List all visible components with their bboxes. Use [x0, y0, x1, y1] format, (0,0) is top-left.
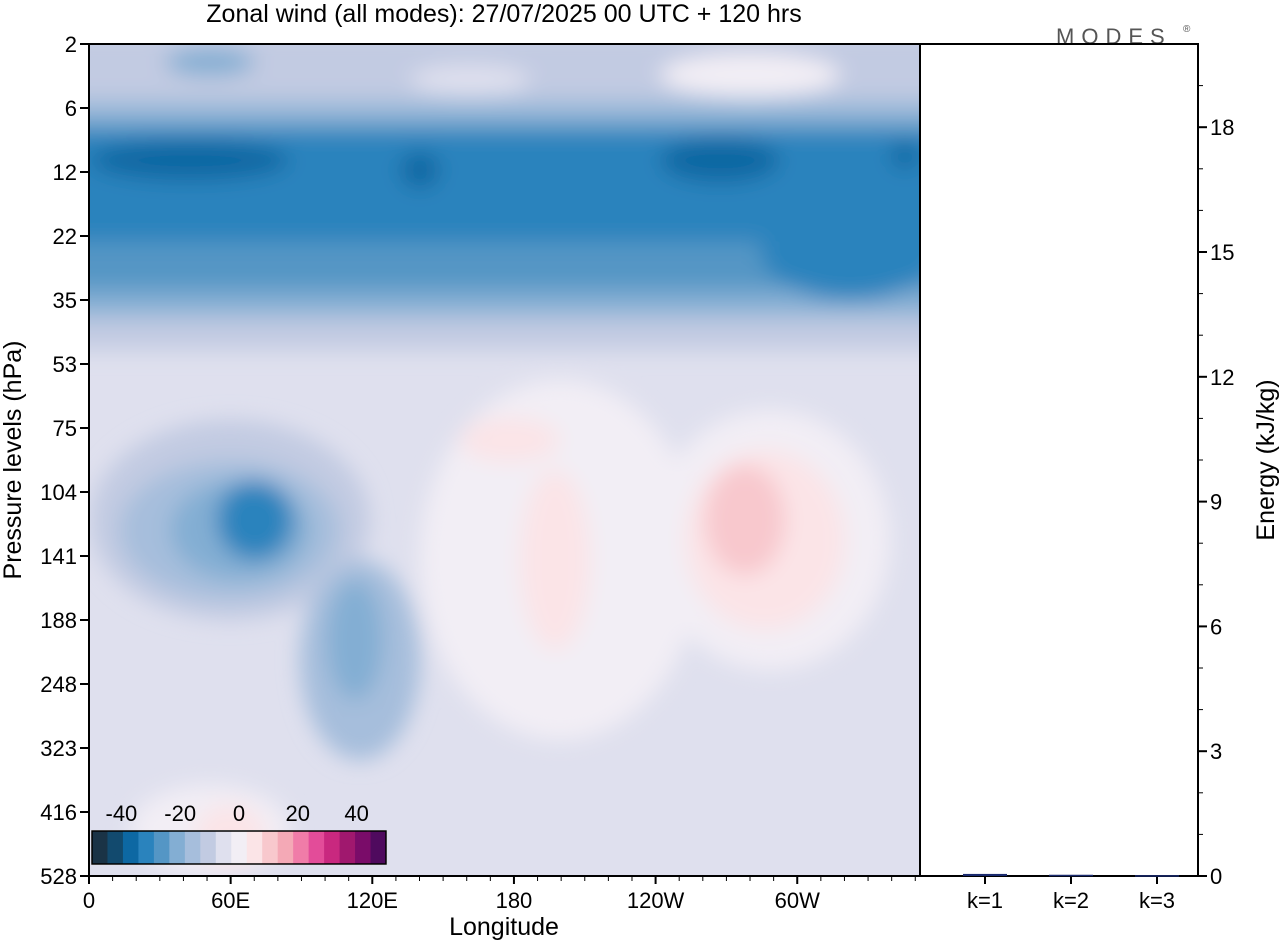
colorbar-tick-label: 0 [233, 801, 245, 826]
colorbar: -40 -20 0 20 40 [91, 801, 387, 865]
energy-tick-label: 18 [1210, 115, 1234, 140]
y-tick-label: 75 [53, 416, 77, 441]
y-tick-label: 323 [40, 736, 77, 761]
colorbar-swatch [339, 831, 356, 864]
y-axis-label: Pressure levels (hPa) [0, 341, 27, 580]
colorbar-swatch [262, 831, 279, 864]
patch-upper-dark [165, 48, 255, 76]
colorbar-swatch [138, 831, 155, 864]
x-axis-ticks: 0 60E 120E 180 120W 60W [83, 876, 916, 913]
x-tick-label: 120E [347, 888, 398, 913]
colorbar-tick-label: -40 [106, 801, 138, 826]
energy-tick-label: 3 [1210, 739, 1222, 764]
patch-upper-light-1 [660, 53, 840, 97]
energy-tick-label: 6 [1210, 614, 1222, 639]
y-tick-label: 528 [40, 864, 77, 889]
y-tick-label: 188 [40, 608, 77, 633]
colorbar-swatch [370, 831, 387, 864]
westerly-east-pacific-core [705, 465, 785, 575]
energy-tick-label: 15 [1210, 240, 1234, 265]
energy-tick-label: 12 [1210, 365, 1234, 390]
y-tick-label: 35 [53, 288, 77, 313]
energy-category-label: k=2 [1053, 888, 1089, 913]
y-tick-label: 12 [53, 160, 77, 185]
colorbar-swatch [308, 831, 325, 864]
core-mid [400, 152, 440, 188]
y-tick-label: 248 [40, 672, 77, 697]
band-lower-stratosphere [89, 320, 920, 350]
energy-frame [919, 43, 1199, 877]
wind-field [89, 44, 920, 876]
y-tick-label: 2 [65, 32, 77, 57]
x-axis-label: Longitude [449, 913, 559, 941]
energy-category-label: k=1 [967, 888, 1003, 913]
colorbar-swatch [200, 831, 217, 864]
y-tick-label: 53 [53, 352, 77, 377]
chart-title: Zonal wind (all modes): 27/07/2025 00 UT… [206, 0, 801, 28]
colorbar-swatch [277, 831, 294, 864]
colorbar-swatch [324, 831, 341, 864]
westerly-west-pacific-core [520, 470, 590, 650]
energy-bar-k=1 [963, 873, 1007, 876]
tej-2-core [327, 580, 383, 700]
colorbar-swatch [246, 831, 263, 864]
colorbar-swatch [215, 831, 232, 864]
modes-logo: MODES [1056, 24, 1172, 49]
y-axis-ticks: 2 6 12 22 35 53 75 104 141 188 248 323 416 528 [40, 32, 89, 889]
colorbar-swatch [184, 831, 201, 864]
energy-axis-ticks: 0 3 6 9 12 15 18 [1198, 85, 1234, 889]
energy-tick-label: 0 [1210, 864, 1222, 889]
core-east [660, 138, 780, 182]
colorbar-swatch [293, 831, 310, 864]
colorbar-swatch [169, 831, 186, 864]
colorbar-tick-label: 20 [286, 801, 310, 826]
y-tick-label: 104 [40, 480, 77, 505]
energy-axis-label: Energy (kJ/kg) [1252, 379, 1280, 540]
y-tick-label: 22 [53, 224, 77, 249]
energy-tick-label: 9 [1210, 490, 1222, 515]
colorbar-swatch [122, 831, 139, 864]
colorbar-swatch [107, 831, 124, 864]
y-tick-label: 141 [40, 544, 77, 569]
core-west [90, 140, 290, 180]
tej-core [217, 480, 293, 560]
energy-bars: k=1 k=2 k=3 [963, 873, 1179, 913]
x-tick-label: 0 [83, 888, 95, 913]
colorbar-swatch [231, 831, 248, 864]
energy-bar-k=2 [1049, 874, 1093, 877]
x-tick-label: 120W [627, 888, 685, 913]
colorbar-tick-label: -20 [164, 801, 196, 826]
x-tick-label: 60E [211, 888, 250, 913]
colorbar-swatch [92, 831, 108, 864]
energy-bar-k=3 [1135, 875, 1179, 877]
core-far-east [891, 141, 919, 169]
colorbar-swatch [355, 831, 372, 864]
y-tick-label: 416 [40, 800, 77, 825]
energy-category-label: k=3 [1139, 888, 1175, 913]
modes-logo-mark: ® [1183, 24, 1191, 35]
colorbar-frame [91, 830, 387, 865]
colorbar-tick-label: 40 [344, 801, 368, 826]
patch-upper-light-2 [410, 65, 530, 95]
westerly-north-patch [460, 418, 560, 462]
x-tick-label: 60W [775, 888, 820, 913]
colorbar-swatch [153, 831, 170, 864]
y-tick-label: 6 [65, 96, 77, 121]
x-tick-label: 180 [496, 888, 533, 913]
band-strat-core-east [760, 200, 920, 300]
